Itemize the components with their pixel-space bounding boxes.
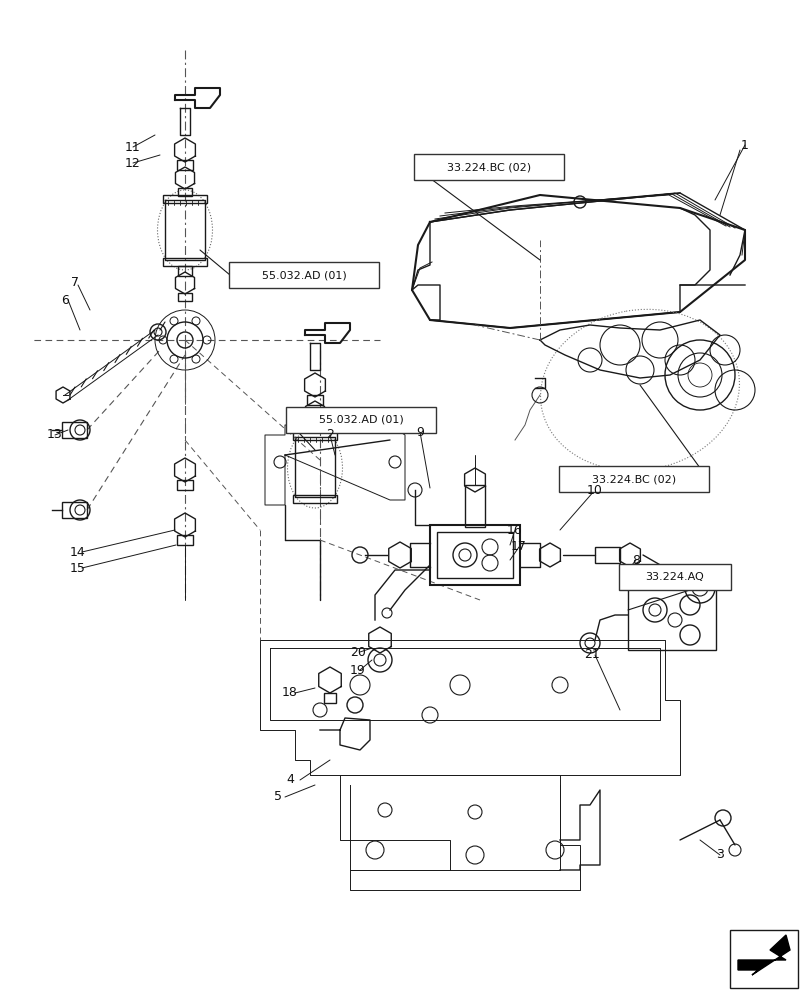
FancyBboxPatch shape	[618, 564, 730, 590]
Text: 7: 7	[71, 276, 79, 290]
Bar	[177, 160, 193, 170]
Text: 13: 13	[47, 428, 62, 442]
Bar	[177, 535, 193, 545]
Text: 33.224.BC (02): 33.224.BC (02)	[446, 162, 530, 172]
Bar	[177, 480, 193, 490]
Bar	[163, 195, 207, 203]
Text: 6: 6	[61, 294, 69, 306]
Polygon shape	[737, 935, 789, 975]
Text: 3: 3	[715, 848, 723, 861]
Bar	[324, 693, 336, 703]
Text: 14: 14	[70, 546, 86, 558]
Bar	[178, 266, 191, 276]
Text: 55.032.AD (01): 55.032.AD (01)	[261, 270, 346, 280]
Text: 4: 4	[285, 773, 294, 786]
Bar	[729, 930, 797, 988]
Text: 12: 12	[125, 157, 140, 170]
Text: 2: 2	[326, 428, 333, 442]
FancyBboxPatch shape	[285, 407, 436, 433]
Bar	[465, 485, 484, 527]
Bar	[627, 580, 715, 650]
Text: 20: 20	[350, 646, 366, 658]
Bar	[178, 188, 191, 196]
Text: 17: 17	[510, 540, 526, 554]
Bar	[62, 502, 87, 518]
Text: 15: 15	[70, 562, 86, 574]
Text: 33.224.BC (02): 33.224.BC (02)	[591, 474, 676, 484]
Text: 1: 1	[740, 139, 748, 152]
Text: 5: 5	[273, 790, 281, 803]
Text: 16: 16	[507, 524, 522, 536]
Text: 8: 8	[631, 554, 639, 566]
Bar	[163, 258, 207, 266]
Text: 21: 21	[583, 648, 599, 662]
Bar	[62, 422, 87, 438]
Text: 33.224.AQ: 33.224.AQ	[645, 572, 703, 582]
FancyBboxPatch shape	[229, 262, 379, 288]
Bar	[430, 525, 519, 585]
Text: 10: 10	[586, 484, 603, 496]
Text: 11: 11	[125, 141, 140, 154]
Bar	[436, 532, 513, 578]
FancyBboxPatch shape	[414, 154, 564, 180]
Text: 55.032.AD (01): 55.032.AD (01)	[318, 415, 403, 425]
Bar	[307, 395, 323, 405]
Text: 19: 19	[350, 664, 366, 676]
Text: 18: 18	[281, 686, 298, 700]
Bar	[307, 422, 322, 430]
Bar	[293, 495, 337, 503]
FancyBboxPatch shape	[558, 466, 708, 492]
Bar	[178, 293, 191, 301]
Text: 9: 9	[415, 426, 423, 438]
Bar	[594, 547, 620, 563]
Bar	[293, 432, 337, 440]
